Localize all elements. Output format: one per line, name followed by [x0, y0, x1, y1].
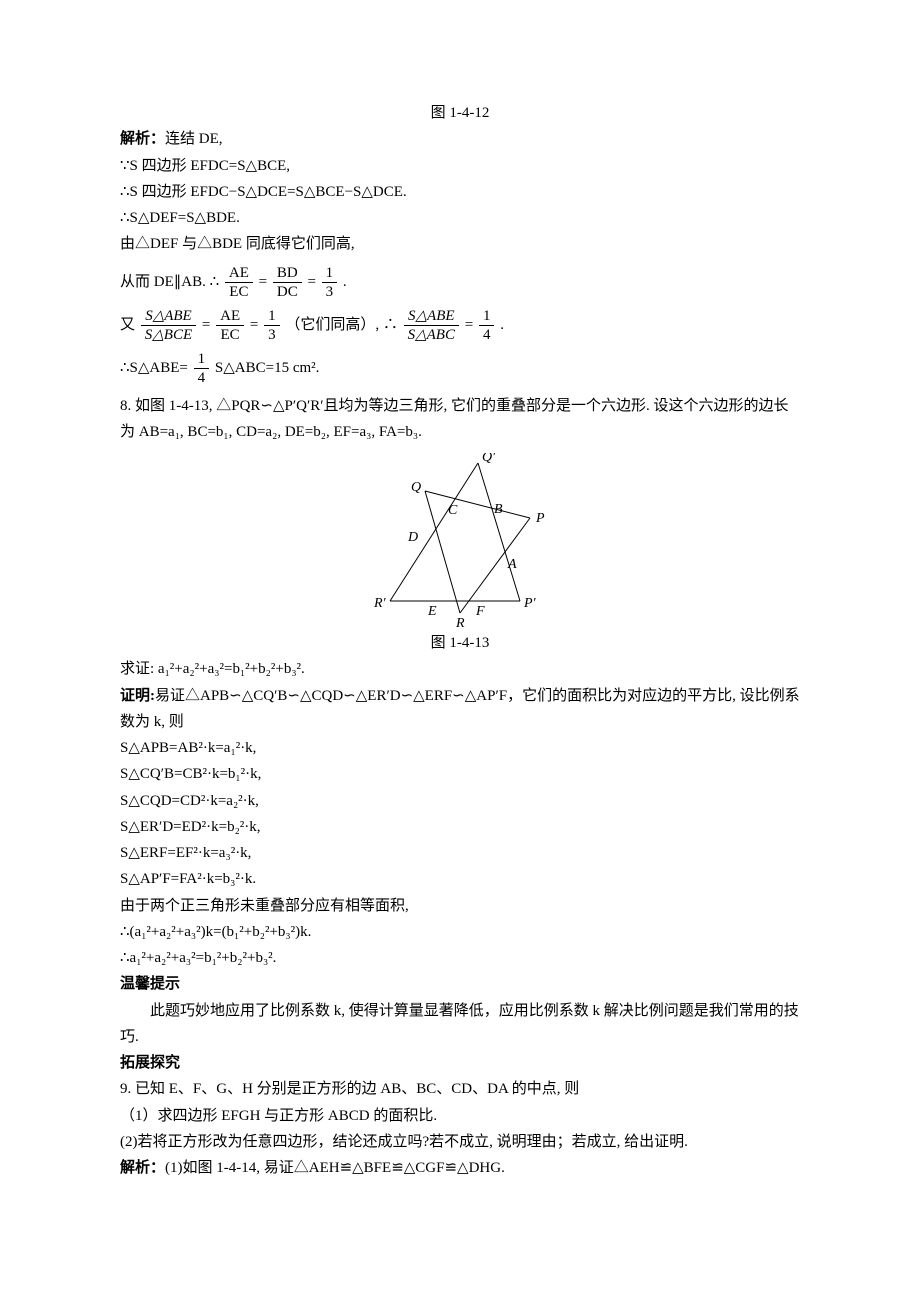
- explore-label: 拓展探究: [120, 1050, 800, 1076]
- frac-num: AE: [216, 307, 244, 326]
- proof-l4: S△ER′D=ED²·k=b₂²·k,: [120, 814, 800, 840]
- frac-num: 1: [264, 307, 280, 326]
- frac-num: 1: [322, 264, 338, 283]
- svg-text:E: E: [427, 604, 437, 619]
- proof-l2: S△CQ′B=CB²·k=b₁²·k,: [120, 761, 800, 787]
- svg-text:F: F: [475, 604, 485, 619]
- proof-lead: 易证△APB∽△CQ′B∽△CQD∽△ER′D∽△ERF∽△AP′F，它们的面积…: [120, 688, 800, 730]
- analysis-lead: 连结 DE,: [165, 131, 223, 147]
- q9-2: (2)若将正方形改为任意四边形，结论还成立吗?若不成立, 说明理由；若成立, 给…: [120, 1129, 800, 1155]
- tip-label: 温馨提示: [120, 971, 800, 997]
- proof-l5: S△ERF=EF²·k=a₃²·k,: [120, 840, 800, 866]
- line-s7b: S△ABC=15 cm².: [215, 359, 320, 375]
- q9-1: （1）求四边形 EFGH 与正方形 ABCD 的面积比.: [120, 1103, 800, 1129]
- analysis-2: 解析：(1)如图 1-4-14, 易证△AEH≌△BFE≌△CGF≌△DHG.: [120, 1155, 800, 1181]
- frac-den: 4: [479, 326, 495, 344]
- frac-num: S△ABE: [141, 307, 196, 326]
- proof-l3: S△CQD=CD²·k=a₂²·k,: [120, 788, 800, 814]
- svg-text:B: B: [494, 502, 503, 517]
- q9-text: 9. 已知 E、F、G、H 分别是正方形的边 AB、BC、CD、DA 的中点, …: [120, 1076, 800, 1102]
- frac-num: AE: [225, 264, 253, 283]
- svg-text:C: C: [448, 503, 458, 518]
- fig12-caption: 图 1-4-12: [120, 100, 800, 126]
- line-s5b: .: [343, 273, 347, 289]
- line-s7a: ∴S△ABE=: [120, 359, 188, 375]
- proof-l7: 由于两个正三角形未重叠部分应有相等面积,: [120, 893, 800, 919]
- svg-text:P′: P′: [523, 596, 537, 611]
- line-s3: ∴S△DEF=S△BDE.: [120, 205, 800, 231]
- frac-den: 3: [322, 283, 338, 301]
- svg-text:A: A: [507, 557, 517, 572]
- analysis2-text: (1)如图 1-4-14, 易证△AEH≌△BFE≌△CGF≌△DHG.: [165, 1160, 505, 1176]
- frac-den: 4: [194, 369, 210, 387]
- line-s5a: 从而 DE∥AB. ∴: [120, 273, 219, 289]
- line-s6a: 又: [120, 316, 135, 332]
- tip-text: 此题巧妙地应用了比例系数 k, 使得计算量显著降低，应用比例系数 k 解决比例问…: [120, 998, 800, 1051]
- line-s2: ∴S 四边形 EFDC−S△DCE=S△BCE−S△DCE.: [120, 179, 800, 205]
- proof: 证明:易证△APB∽△CQ′B∽△CQD∽△ER′D∽△ERF∽△AP′F，它们…: [120, 683, 800, 736]
- frac-num: S△ABE: [404, 307, 459, 326]
- frac-den: 3: [264, 326, 280, 344]
- svg-text:P: P: [535, 511, 545, 526]
- analysis-label: 解析：: [120, 131, 165, 147]
- frac-den: S△BCE: [141, 326, 196, 344]
- line-s5: 从而 DE∥AB. ∴ AEEC = BDDC = 13 .: [120, 264, 800, 301]
- frac-num: 1: [479, 307, 495, 326]
- frac-den: S△ABC: [404, 326, 459, 344]
- line-s6: 又 S△ABES△BCE = AEEC = 13 （它们同高）, ∴ S△ABE…: [120, 307, 800, 344]
- line-s6b: （它们同高）, ∴: [285, 316, 398, 332]
- svg-text:D: D: [407, 530, 418, 545]
- proof-l1: S△APB=AB²·k=a₁²·k,: [120, 735, 800, 761]
- frac-den: EC: [216, 326, 244, 344]
- line-s7: ∴S△ABE= 14 S△ABC=15 cm².: [120, 350, 800, 387]
- line-s6c: .: [500, 316, 504, 332]
- frac-num: BD: [273, 264, 302, 283]
- q8-prove: 求证: a₁²+a₂²+a₃²=b₁²+b₂²+b₃².: [120, 656, 800, 682]
- line-s4: 由△DEF 与△BDE 同底得它们同高,: [120, 231, 800, 257]
- proof-l6: S△AP′F=FA²·k=b₃²·k.: [120, 866, 800, 892]
- q8-text: 8. 如图 1-4-13, △PQR∽△P′Q′R′且均为等边三角形, 它们的重…: [120, 393, 800, 446]
- proof-label: 证明:: [120, 688, 155, 704]
- svg-text:R: R: [455, 616, 465, 628]
- fig13-svg: Q R P Q′ R′ P′ A B C D E F: [360, 453, 560, 628]
- analysis-label-2: 解析：: [120, 1160, 165, 1176]
- svg-text:Q′: Q′: [482, 453, 496, 465]
- frac-den: DC: [273, 283, 302, 301]
- line-s1: ∵S 四边形 EFDC=S△BCE,: [120, 153, 800, 179]
- svg-text:R′: R′: [373, 596, 387, 611]
- analysis-1: 解析：连结 DE,: [120, 126, 800, 152]
- frac-num: 1: [194, 350, 210, 369]
- fig13-container: Q R P Q′ R′ P′ A B C D E F 图 1-4-13: [120, 453, 800, 656]
- proof-l9: ∴a₁²+a₂²+a₃²=b₁²+b₂²+b₃².: [120, 945, 800, 971]
- svg-text:Q: Q: [411, 480, 421, 495]
- fig13-caption: 图 1-4-13: [120, 630, 800, 656]
- proof-l8: ∴(a₁²+a₂²+a₃²)k=(b₁²+b₂²+b₃²)k.: [120, 919, 800, 945]
- frac-den: EC: [225, 283, 253, 301]
